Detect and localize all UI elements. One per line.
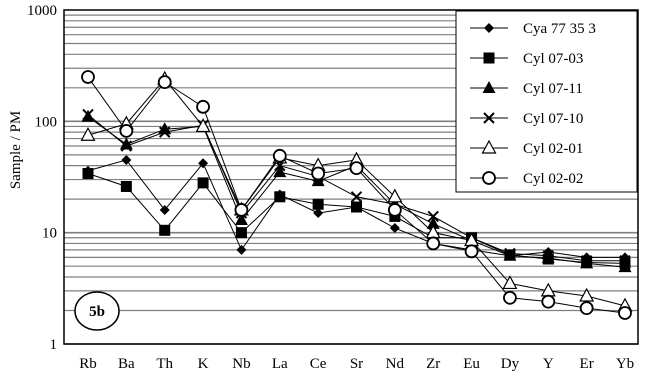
data-point (159, 204, 170, 215)
x-tick-label: Ba (118, 356, 135, 372)
y-tick-labels: 1 10 100 1000 (27, 3, 57, 353)
data-point (387, 203, 402, 217)
data-point (274, 191, 286, 203)
x-tick-label: Ce (310, 356, 327, 372)
data-point (234, 203, 249, 217)
x-tick-label: Yb (616, 356, 634, 372)
x-tick-label: Zr (426, 356, 440, 372)
data-point (120, 180, 132, 192)
data-point (502, 275, 518, 290)
data-point (426, 236, 441, 251)
data-point (427, 210, 439, 223)
x-tick-label: Er (580, 356, 594, 372)
data-point (195, 118, 211, 133)
data-point (618, 260, 632, 273)
legend-label: Cyl 07-11 (523, 81, 583, 97)
data-point (504, 247, 516, 260)
data-point (196, 99, 210, 114)
data-point (351, 201, 362, 213)
data-point (313, 208, 324, 219)
y-tick-label: 1 (50, 337, 58, 353)
data-point (350, 191, 363, 203)
data-point (312, 198, 324, 210)
data-point (311, 166, 326, 181)
data-point (541, 294, 556, 309)
legend-marker (484, 23, 494, 33)
legend-label: Cyl 02-02 (523, 171, 583, 187)
x-tick-label: K (198, 356, 209, 372)
legend-marker (483, 52, 495, 64)
data-point (387, 188, 403, 203)
legend-marker (483, 112, 495, 124)
data-point (120, 140, 133, 152)
legend-entry: Cyl 07-03 (470, 51, 583, 67)
x-tick-label: Nb (232, 356, 250, 372)
legend-entry: Cyl 07-11 (470, 81, 583, 97)
x-tick-label: Sr (350, 356, 363, 372)
legend: Cya 77 35 3 Cyl 07-03 Cyl 07-11 Cyl 07-10 Cy… (455, 10, 638, 193)
legend-entry: Cyl 07-10 (470, 111, 583, 127)
data-point (236, 244, 247, 255)
series-6 (81, 70, 632, 320)
legend-entry: Cyl 02-01 (470, 139, 583, 157)
x-tick-label: Y (543, 356, 554, 372)
legend-box (455, 10, 638, 193)
data-point (426, 216, 440, 229)
data-point (159, 224, 171, 236)
data-point (542, 250, 554, 262)
y-tick-label: 100 (35, 114, 58, 130)
x-tick-label: La (272, 356, 288, 372)
data-point (81, 70, 95, 84)
y-tick-label: 10 (42, 226, 57, 242)
data-point (159, 126, 171, 138)
data-point (389, 223, 400, 234)
legend-entry: Cya 77 35 3 (470, 21, 596, 37)
data-point (272, 148, 287, 163)
panel-label-ellipse (74, 291, 120, 331)
data-point (82, 167, 94, 179)
legend-marker (481, 139, 497, 154)
panel-label-badge: 5b (74, 291, 120, 331)
x-tick-label: Th (156, 356, 173, 372)
data-point (157, 75, 172, 90)
panel-label: 5b (89, 304, 105, 320)
y-tick-label: 1000 (27, 3, 57, 19)
legend-entry: Cyl 02-02 (470, 171, 583, 187)
data-point (273, 165, 287, 178)
legend-marker (482, 81, 496, 93)
data-point (618, 306, 632, 320)
data-point (619, 254, 631, 267)
legend-marker (482, 171, 496, 185)
legend-label: Cya 77 35 3 (523, 21, 596, 37)
x-tick-label: Eu (463, 356, 480, 372)
data-point (198, 158, 209, 169)
data-point (80, 126, 96, 141)
data-point (234, 212, 248, 225)
legend-label: Cyl 02-01 (523, 141, 583, 157)
data-point (464, 244, 479, 259)
data-point (119, 124, 134, 138)
x-tick-label: Dy (501, 356, 520, 372)
data-point (235, 227, 247, 239)
x-tick-labels: Rb Ba Th K Nb La Ce Sr Nd Zr Eu Dy Y Er Yb (79, 356, 634, 372)
data-point (580, 254, 593, 267)
data-point (579, 301, 594, 316)
data-point (197, 177, 209, 189)
y-axis-label: Sample / PM (8, 111, 24, 189)
x-tick-label: Rb (79, 356, 97, 372)
data-point (503, 290, 517, 305)
x-tick-label: Nd (386, 356, 405, 372)
data-point (121, 154, 132, 165)
legend-label: Cyl 07-03 (523, 51, 583, 67)
data-point (119, 137, 133, 150)
plot-frame (63, 9, 639, 345)
series-layer (80, 70, 633, 320)
data-point (82, 108, 94, 121)
data-point (579, 287, 595, 302)
legend-label: Cyl 07-10 (523, 111, 583, 127)
data-point (349, 161, 364, 176)
